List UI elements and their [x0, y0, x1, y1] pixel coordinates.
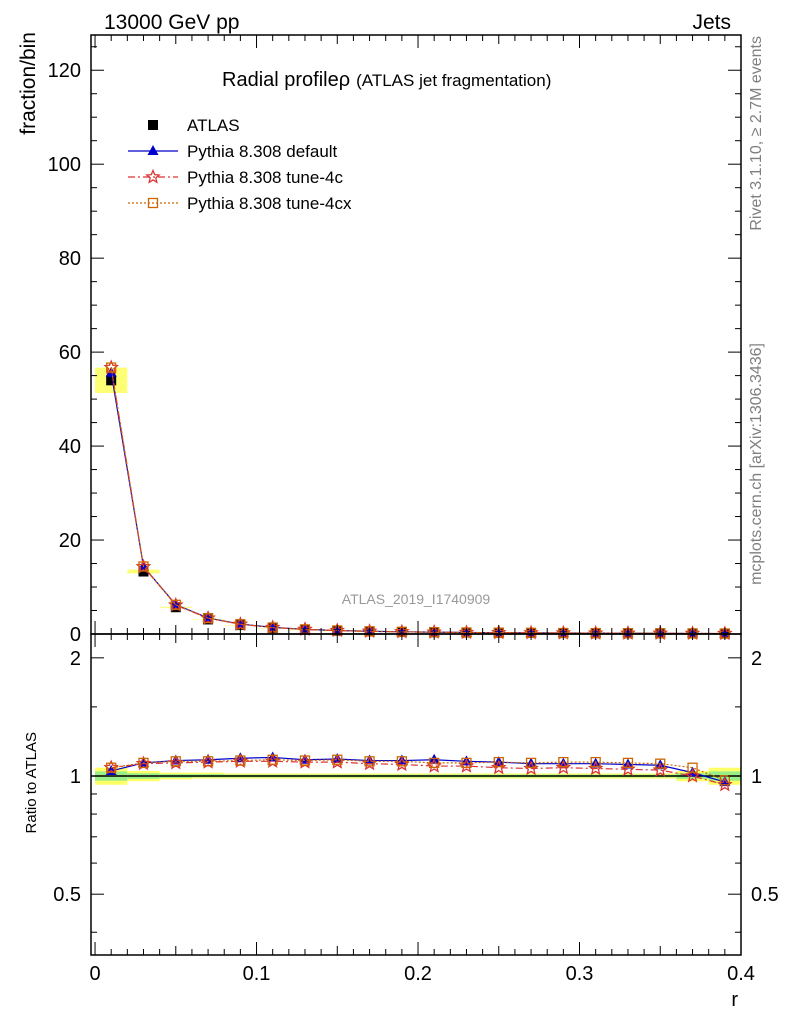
series-4-ratio-point	[106, 762, 117, 773]
series-4-ratio-point	[267, 754, 278, 765]
series-4-ratio-point	[138, 757, 149, 769]
series-4-ratio-point	[719, 775, 731, 786]
analysis-label: ATLAS_2019_I1740909	[342, 591, 491, 607]
x-axis-label: r	[731, 989, 738, 1011]
series-4-ratio-point	[202, 756, 214, 767]
y-tick-label: 60	[59, 342, 81, 364]
x-tick-label: 0.2	[404, 963, 432, 985]
series-2-ratio-point	[234, 752, 246, 763]
legend-series-4-label: Pythia 8.308 tune-4cx	[187, 194, 352, 213]
header-energy: 13000 GeV pp	[104, 11, 239, 34]
series-4-main-point	[106, 362, 117, 373]
series-4-ratio-point	[170, 756, 181, 767]
ratio-panel-axes: 0 0.1 0.2 0.3 0.4 0.5 0.5 1 1 2 2	[53, 633, 779, 985]
series-4-ratio-point	[622, 757, 634, 769]
series-4-ratio-point	[396, 756, 408, 767]
series-4-main-point	[202, 612, 214, 624]
chart-title-sub: (ATLAS jet fragmentation)	[356, 71, 551, 90]
ratio-panel-bands	[91, 767, 741, 785]
series-3-ratio-line	[111, 760, 726, 786]
y-tick-label: 20	[59, 530, 81, 552]
legend-series-2-marker	[147, 145, 159, 155]
chart-title-main: Radial profileρ	[222, 69, 350, 91]
y-tick-label: 80	[59, 248, 81, 270]
legend-series-2-label: Pythia 8.308 default	[187, 142, 338, 161]
series-4-ratio-point	[558, 756, 569, 768]
series-4-ratio-point	[655, 758, 666, 769]
y-tick-label: 40	[59, 436, 81, 458]
series-2-ratio-point	[170, 754, 182, 765]
series-2-ratio-point	[299, 753, 311, 764]
legend-series-4-marker	[147, 197, 159, 209]
series-4-main-point	[170, 599, 181, 610]
series-4-ratio-point	[493, 756, 504, 768]
series-4-ratio-point	[461, 757, 472, 769]
x-tick-label: 0.4	[727, 963, 755, 985]
legend-series-1-marker	[148, 120, 158, 130]
header-process: Jets	[692, 11, 731, 34]
series-4-main-point	[138, 561, 149, 572]
y-tick-label: 0	[70, 624, 81, 646]
ratio-y-tick-label-right: 2	[751, 648, 762, 670]
series-4-ratio-point	[525, 757, 537, 769]
ratio-y-tick-label-left: 1	[70, 766, 81, 788]
series-4-ratio-point	[590, 756, 601, 768]
ratio-y-axis-label: Ratio to ATLAS	[23, 732, 40, 833]
legend-series-3-marker	[145, 168, 161, 184]
ratio-panel-frame	[90, 633, 742, 956]
mcplots-label: mcplots.cern.ch [arXiv:1306.3436]	[748, 343, 765, 585]
ratio-y-tick-label-right: 1	[751, 766, 762, 788]
legend-series-1-label: ATLAS	[187, 116, 240, 135]
series-4-ratio-point	[299, 755, 311, 766]
main-panel-axes: 0 20 40 60 80 100 120	[48, 34, 742, 646]
series-4-ratio-point	[235, 755, 246, 766]
rivet-version-label: Rivet 3.1.10, ≥ 2.7M events	[748, 36, 765, 231]
series-1-main-point	[106, 375, 117, 386]
ratio-y-tick-label-left: 2	[70, 648, 81, 670]
x-tick-label: 0	[89, 963, 100, 985]
series-4-ratio-point	[687, 762, 698, 773]
series-2-ratio-point	[719, 776, 731, 787]
x-tick-label: 0.1	[243, 963, 271, 985]
chart-title: Radial profileρ (ATLAS jet fragmentation)	[222, 69, 551, 91]
series-4-ratio-point	[429, 757, 440, 769]
y-tick-label: 120	[48, 60, 81, 82]
x-tick-label: 0.3	[566, 963, 594, 985]
series-3-ratio-point	[684, 767, 701, 783]
ratio-y-tick-label-right: 0.5	[751, 884, 779, 906]
legend: ATLAS Pythia 8.308 default Pythia 8.308 tu…	[128, 116, 352, 213]
series-4-ratio-point	[332, 754, 343, 765]
series-4-ratio-point	[364, 756, 375, 767]
y-tick-label: 100	[48, 154, 81, 176]
ratio-y-tick-label-left: 0.5	[53, 884, 81, 906]
legend-series-3-label: Pythia 8.308 tune-4c	[187, 168, 343, 187]
y-axis-label: fraction/bin	[17, 32, 40, 135]
ratio-panel-series	[103, 751, 733, 792]
